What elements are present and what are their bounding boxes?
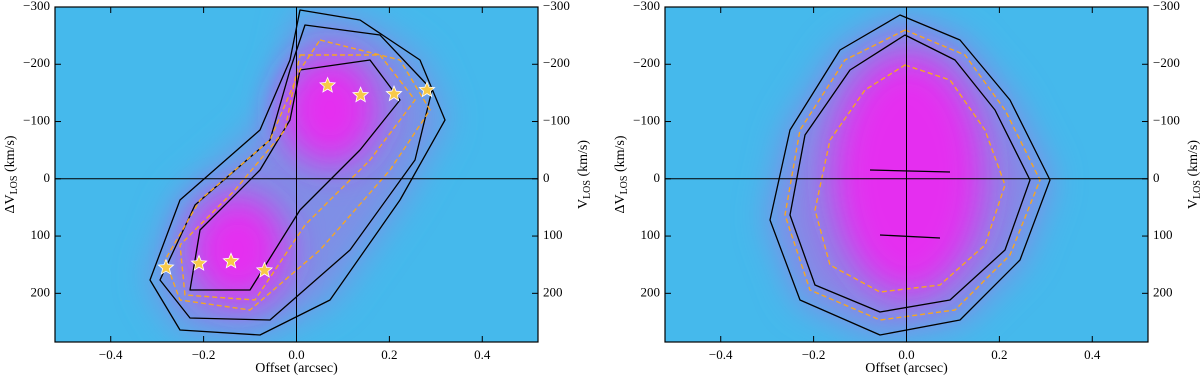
y-tick-label: −100 bbox=[633, 113, 660, 128]
axis-label-sub: LOS bbox=[619, 176, 630, 195]
axis-label-sub: LOS bbox=[9, 176, 20, 195]
y2-tick-label: 0 bbox=[543, 170, 550, 185]
y-tick-label: −300 bbox=[633, 0, 660, 13]
star-marker bbox=[255, 261, 274, 278]
y-tick-label: 200 bbox=[31, 284, 51, 299]
axis-label-main: ΔV bbox=[613, 194, 628, 213]
x-tick-label: 0.4 bbox=[1084, 347, 1101, 362]
x-axis-label: Offset (arcsec) bbox=[865, 361, 948, 376]
axis-label-sub: LOS bbox=[1192, 180, 1200, 199]
x-tick-label: −0.2 bbox=[192, 347, 216, 362]
y2-tick-label: −100 bbox=[543, 113, 570, 128]
axis-label-unit: (km/s) bbox=[576, 140, 591, 180]
star-marker bbox=[319, 76, 337, 93]
x-tick-label: 0.0 bbox=[898, 347, 914, 362]
x-tick-label: 0.0 bbox=[288, 347, 304, 362]
axis-label-main: V bbox=[1186, 199, 1200, 209]
y-tick-label: 0 bbox=[44, 170, 51, 185]
y-tick-label: −200 bbox=[23, 55, 50, 70]
y-tick-label: 100 bbox=[641, 227, 661, 242]
x-tick-label: 0.4 bbox=[474, 347, 491, 362]
y-tick-label: 0 bbox=[654, 170, 661, 185]
y2-tick-label: 100 bbox=[1153, 227, 1173, 242]
star-marker bbox=[222, 252, 240, 269]
y2-tick-label: 200 bbox=[1153, 284, 1173, 299]
axis-label-sub: LOS bbox=[582, 180, 593, 199]
axis-label-main: V bbox=[576, 199, 591, 209]
axis-label: ΔVLOS (km/s) bbox=[3, 135, 20, 213]
y-tick-label: −300 bbox=[23, 0, 50, 13]
axis-label-unit: (km/s) bbox=[613, 135, 628, 175]
star-marker bbox=[190, 254, 208, 271]
star-marker bbox=[157, 258, 175, 275]
y2-tick-label: 100 bbox=[543, 227, 563, 242]
y-tick-label: −200 bbox=[633, 55, 660, 70]
x-tick-label: 0.2 bbox=[991, 347, 1007, 362]
star-marker bbox=[418, 80, 436, 98]
axis-label-unit: (km/s) bbox=[3, 135, 18, 175]
y2-tick-label: −100 bbox=[1153, 113, 1180, 128]
y-tick-label: 200 bbox=[641, 284, 661, 299]
y2-tick-label: 200 bbox=[543, 284, 563, 299]
x-tick-label: −0.2 bbox=[802, 347, 826, 362]
y-tick-label: −100 bbox=[23, 113, 50, 128]
y2-tick-label: −200 bbox=[1153, 55, 1180, 70]
x-tick-label: −0.4 bbox=[709, 347, 733, 362]
axis-label-main: ΔV bbox=[3, 194, 18, 213]
x-tick-label: 0.2 bbox=[381, 347, 397, 362]
y2-tick-label: −300 bbox=[543, 0, 570, 13]
axis-label-unit: (km/s) bbox=[1186, 140, 1200, 180]
axis-label: VLOS (km/s) bbox=[1186, 140, 1200, 209]
y2-tick-label: −200 bbox=[543, 55, 570, 70]
y2-tick-label: −300 bbox=[1153, 0, 1180, 13]
axis-label: VLOS (km/s) bbox=[576, 140, 593, 209]
star-marker bbox=[352, 86, 370, 103]
axis-label: ΔVLOS (km/s) bbox=[613, 135, 630, 213]
y2-tick-label: 0 bbox=[1153, 170, 1160, 185]
y-tick-label: 100 bbox=[31, 227, 51, 242]
x-tick-label: −0.4 bbox=[99, 347, 123, 362]
star-marker bbox=[385, 84, 403, 102]
x-axis-label: Offset (arcsec) bbox=[255, 361, 338, 376]
